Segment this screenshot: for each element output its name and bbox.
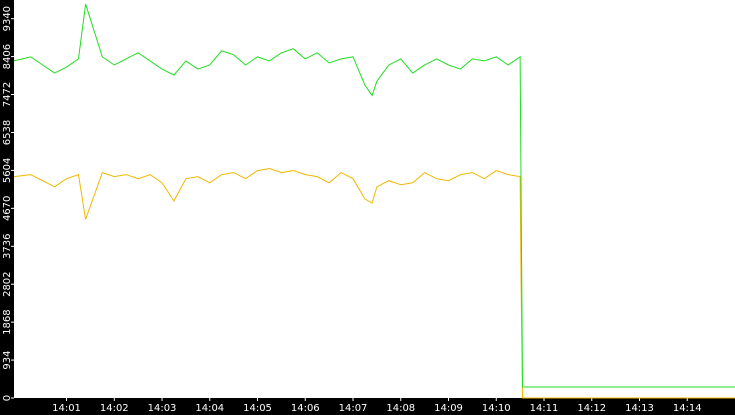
line: [13, 168, 735, 399]
y-tick-label: 8406: [2, 44, 13, 69]
x-tick-label: 14:02: [100, 403, 129, 414]
x-axis-strip: [0, 398, 735, 415]
y-tick-label: 4670: [2, 196, 13, 221]
line: [13, 3, 735, 388]
y-tick-label: 6538: [2, 120, 13, 145]
x-tick-label: 14:03: [148, 403, 177, 414]
x-tick-label: 14:13: [625, 403, 654, 414]
x-tick-label: 14:12: [577, 403, 606, 414]
x-tick-label: 14:10: [482, 403, 511, 414]
x-tick-label: 14:01: [52, 403, 81, 414]
x-tick-label: 14:14: [673, 403, 702, 414]
x-tick-label: 14:09: [434, 403, 463, 414]
y-axis-strip: [0, 0, 14, 415]
y-tick-label: 934: [2, 351, 13, 370]
x-tick-label: 14:07: [339, 403, 368, 414]
y-tick-label: 9340: [2, 6, 13, 31]
x-tick-label: 14:11: [530, 403, 559, 414]
y-tick-label: 7472: [2, 82, 13, 107]
y-tick-label: 3736: [2, 234, 13, 259]
x-tick-label: 14:08: [386, 403, 415, 414]
x-tick-label: 14:06: [291, 403, 320, 414]
y-tick-label: 5604: [2, 158, 13, 183]
y-tick-label: 1868: [2, 309, 13, 334]
x-tick-label: 14:05: [243, 403, 272, 414]
y-tick-label: 2802: [2, 271, 13, 296]
y-tick-label: 0: [2, 395, 13, 401]
x-tick-label: 14:04: [195, 403, 224, 414]
